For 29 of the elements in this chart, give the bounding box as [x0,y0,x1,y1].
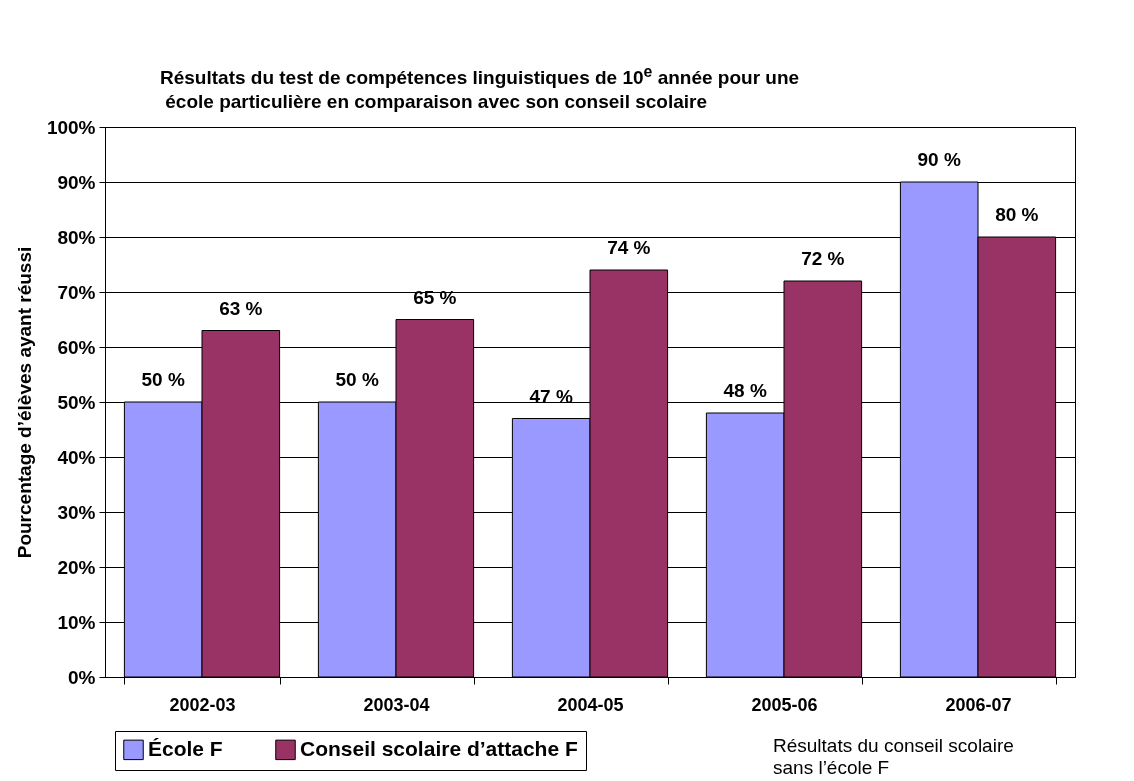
x-tick-label: 2005-06 [751,694,818,715]
legend-label: Conseil scolaire d’attache F [300,736,578,760]
y-tick-label: 100% [46,116,96,138]
y-tick-label: 20% [57,556,96,578]
x-tick-label: 2003-04 [363,694,430,715]
data-label: 90 % [917,149,961,170]
y-tick-label: 60% [57,336,96,358]
data-label: 74 % [607,237,651,258]
y-tick-label: 80% [57,226,96,248]
chart-title: Résultats du test de compétences linguistiques de 10$^{e}$ année pour une école particulière en comparaison avec son conseil scolaire [160,62,801,115]
y-tick-label: 90% [57,171,96,193]
data-label: 48 % [723,380,767,401]
y-axis-title: Pourcentage d’élèves ayant réussi [13,246,35,559]
x-tick-label: 2006-07 [945,694,1012,715]
data-label: 63 % [219,297,263,319]
y-tick-label: 10% [57,611,96,633]
data-label: 80 % [995,204,1039,225]
legend-label: École F [148,736,223,760]
text: Résultats du conseil scolaire sans l’école F [773,735,1014,779]
y-tick-label: 40% [57,446,96,468]
x-tick-label: 2004-05 [557,694,624,715]
y-tick-label: 0% [68,666,96,688]
y-tick-label: 70% [57,281,96,303]
y-tick-label: 50% [57,391,96,413]
y-tick-label: 30% [57,501,96,523]
data-label: 72 % [801,248,845,269]
data-label: 50 % [141,369,185,390]
x-tick-label: 2002-03 [169,694,236,715]
data-label: 50 % [335,369,379,390]
